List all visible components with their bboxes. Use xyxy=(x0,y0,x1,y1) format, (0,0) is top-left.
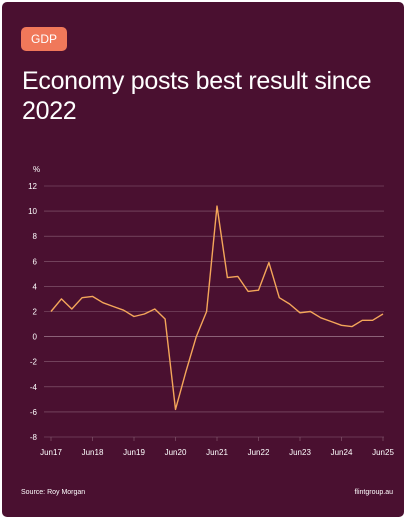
x-tick-label: Jun22 xyxy=(248,448,270,457)
y-tick-label: 6 xyxy=(33,257,38,266)
y-axis-unit: % xyxy=(33,165,40,174)
x-tick-label: Jun25 xyxy=(372,448,394,457)
y-tick-label: 8 xyxy=(33,232,38,241)
y-tick-label: -8 xyxy=(30,433,38,442)
x-tick-label: Jun19 xyxy=(123,448,145,457)
y-tick-label: 2 xyxy=(33,308,38,317)
y-tick-labels: 12 10 8 6 4 2 0 -2 -4 -6 -8 xyxy=(28,182,37,442)
site-credit: flintgroup.au xyxy=(354,489,393,496)
source-note: Source: Roy Morgan xyxy=(21,489,86,496)
y-tick-label: 0 xyxy=(33,333,38,342)
x-tick-label: Jun17 xyxy=(40,448,62,457)
x-tick-label: Jun23 xyxy=(289,448,311,457)
x-tick-label: Jun18 xyxy=(82,448,104,457)
grid-lines xyxy=(44,185,384,438)
x-tick-label: Jun21 xyxy=(206,448,228,457)
y-tick-label: 4 xyxy=(33,282,38,291)
y-tick-label: -4 xyxy=(30,383,38,392)
chart-title: Economy posts best result since 2022 xyxy=(22,67,372,125)
y-tick-label: 12 xyxy=(28,182,37,191)
y-tick-label: -6 xyxy=(30,408,38,417)
gdp-badge: GDP xyxy=(21,27,68,51)
y-tick-label: 10 xyxy=(28,207,37,216)
gdp-series-line xyxy=(50,205,384,411)
x-tick-label: Jun20 xyxy=(165,448,187,457)
x-tick-label: Jun24 xyxy=(331,448,353,457)
y-tick-label: -2 xyxy=(30,358,38,367)
x-tick-labels: Jun17 Jun18 Jun19 Jun20 Jun21 Jun22 Jun23 Jun24… xyxy=(40,437,394,457)
chart-card xyxy=(2,2,404,517)
